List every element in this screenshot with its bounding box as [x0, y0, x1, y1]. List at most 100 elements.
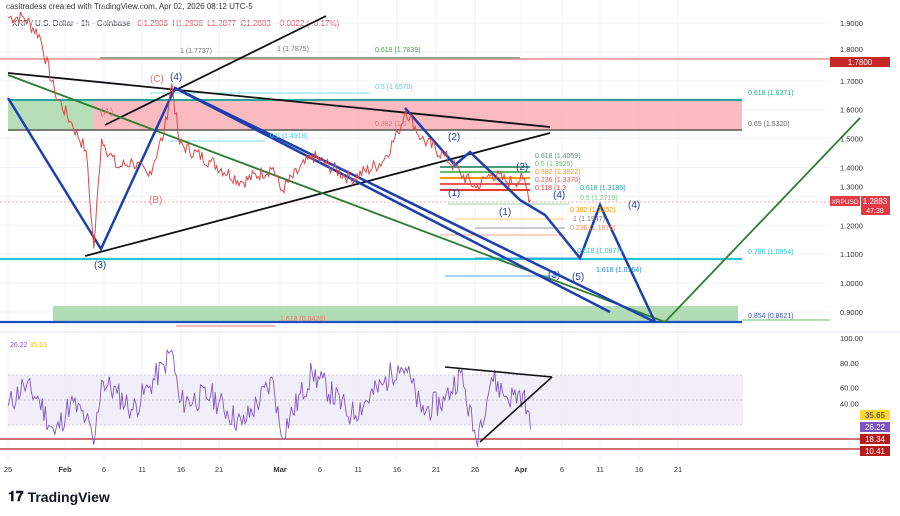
fib-label: 0.5 (1.6570) [375, 84, 413, 91]
wave-label: (2) [448, 132, 460, 143]
tradingview-logo-icon: 𝟏𝟕 [8, 488, 24, 504]
price-tick-label: 1.3000 [840, 182, 863, 191]
date-tick-label: 11 [138, 465, 146, 474]
wave-label: (1) [448, 188, 460, 199]
date-tick-label: 25 [4, 465, 12, 474]
rsi-level-badge [860, 446, 890, 456]
fib-label: 0.618 (1.4059) [535, 153, 581, 160]
wave-label: (A) [100, 107, 113, 118]
rsi-trendline-upper[interactable] [444, 366, 553, 378]
fib-label: 0.382 (1.2352) [570, 207, 616, 214]
price-tick-label: 1.8000 [840, 45, 863, 54]
rsi-legend-value: 26.22 [10, 342, 28, 349]
green-zone-bottom [53, 306, 738, 322]
fib-label: 1.618 (0.8428) [280, 316, 326, 323]
green-zone-top [8, 100, 94, 130]
symbol-tag-text: XRPUSD [831, 199, 858, 206]
price-axis[interactable]: 1.9000 1.8000 1.7000 1.6000 1.5000 1.4000 1.30… [840, 19, 863, 317]
rsi-legend: 26.22 35.65 [10, 342, 47, 349]
fib-label: 1 (1.7737) [180, 48, 212, 55]
date-tick-label: 6 [318, 465, 322, 474]
date-tick-label: 21 [215, 465, 223, 474]
date-tick-label: Feb [58, 465, 72, 474]
wave-label: (3) [94, 260, 106, 271]
symbol-tag [830, 196, 860, 206]
fib-labels: 1 (1.7737) 1 (1.7875) 0.618 (1.7839) 0.5… [180, 46, 794, 323]
red-zone [94, 100, 742, 130]
price-tick-label: 1.2000 [840, 221, 863, 230]
rsi-ma-badge-text: 35.65 [865, 411, 886, 420]
level-badge-text: 1.7800 [848, 58, 873, 67]
date-tick-label: 21 [432, 465, 440, 474]
fib-label: 0.854 (0.8621) [748, 313, 794, 320]
date-tick-label: 26 [471, 465, 479, 474]
price-tick-label: 1.7000 [840, 77, 863, 86]
rsi-series [7, 349, 532, 447]
price-tick-label: 1.1000 [840, 250, 863, 259]
fib-label: 0.618 (1.7839) [375, 47, 421, 54]
wave-label: (3) [548, 270, 560, 281]
price-tick-label: 1.0000 [840, 279, 863, 288]
chart-credit: casitradess created with TradingView.com… [6, 2, 253, 11]
rsi-level-badge [860, 434, 890, 444]
fib-label: 0.5 (1.2719) [580, 195, 618, 202]
wave-label: (5) [572, 272, 584, 283]
rsi-trendline-lower[interactable] [479, 376, 553, 443]
date-tick-label: 21 [674, 465, 682, 474]
wave-label: (1) [499, 207, 511, 218]
date-tick-label: Apr [515, 465, 528, 474]
wave-label: (2) [516, 162, 528, 173]
fib-label: 0.786 (1.0854) [748, 249, 794, 256]
fib-label: 1 (1.7875) [277, 46, 309, 53]
fib-label: 0.65 (1.5320) [748, 121, 790, 128]
rsi-level-badge-text: 18.34 [865, 435, 886, 444]
rsi-tick-label: 80.00 [840, 359, 859, 368]
date-tick-label: 16 [393, 465, 401, 474]
date-tick-label: 11 [354, 465, 362, 474]
last-price-text: 1.2883 [863, 197, 888, 206]
fib-label: 1 (1.1947) [573, 216, 605, 223]
price-tick-label: 1.4000 [840, 164, 863, 173]
price-tick-label: 1.5000 [840, 135, 863, 144]
wave-label: (B) [149, 195, 162, 206]
fib-label: 0.618 (1.6371) [748, 90, 794, 97]
fib-label: 0.618 (1.3186) [580, 185, 626, 192]
rsi-badge [860, 422, 890, 432]
rsi-level-badge-text: 10.41 [865, 447, 886, 456]
fib-label: 0.236 (1.3370) [535, 177, 581, 184]
trendlines[interactable] [7, 15, 861, 323]
price-tick-label: 1.6000 [840, 106, 863, 115]
wave-label: (4) [553, 190, 565, 201]
wave-label: (4) [170, 72, 182, 83]
wave-label: (C) [150, 74, 164, 85]
time-axis[interactable]: 25 Feb 6 11 16 21 Mar 6 11 16 21 26 Apr 6 11 16 21 [4, 465, 682, 474]
level-badge [830, 57, 890, 67]
fib-label: 0.618 (1.0877) [577, 248, 623, 255]
rsi-badge-text: 26.22 [865, 423, 886, 432]
rsi-tick-label: 100.00 [840, 334, 863, 343]
rsi-tick-label: 60.00 [840, 384, 859, 393]
rsi-ma-badge [860, 410, 890, 420]
price-tick-label: 0.9000 [840, 308, 863, 317]
fib-label: 0.382 (1.5 [375, 121, 407, 128]
brand-name: TradingView [27, 488, 110, 505]
tradingview-logo[interactable]: 𝟏𝟕 TradingView [8, 488, 110, 505]
date-tick-label: 11 [596, 465, 604, 474]
fib-label: 0.118 (1.3 [535, 185, 566, 192]
date-tick-label: 16 [177, 465, 185, 474]
date-tick-label: Mar [273, 465, 286, 474]
fib-label: 0.382 (1.3822) [535, 169, 581, 176]
wave-label: (4) [628, 200, 640, 211]
fib-label: 0.5 (1.3925) [535, 161, 573, 168]
elliott-wave-path[interactable] [6, 86, 657, 324]
countdown-text: 47:38 [866, 208, 884, 215]
date-tick-label: 6 [560, 465, 564, 474]
rsi-axis[interactable]: 100.00 80.00 60.00 40.00 [840, 334, 863, 408]
rsi-tick-label: 40.00 [840, 399, 859, 408]
last-price-badge [861, 196, 890, 215]
date-tick-label: 6 [102, 465, 106, 474]
price-series [7, 11, 532, 249]
fib-label: 0.5 (1.4918) [270, 133, 308, 140]
fib-label: 1.618 (1.0164) [596, 267, 642, 274]
